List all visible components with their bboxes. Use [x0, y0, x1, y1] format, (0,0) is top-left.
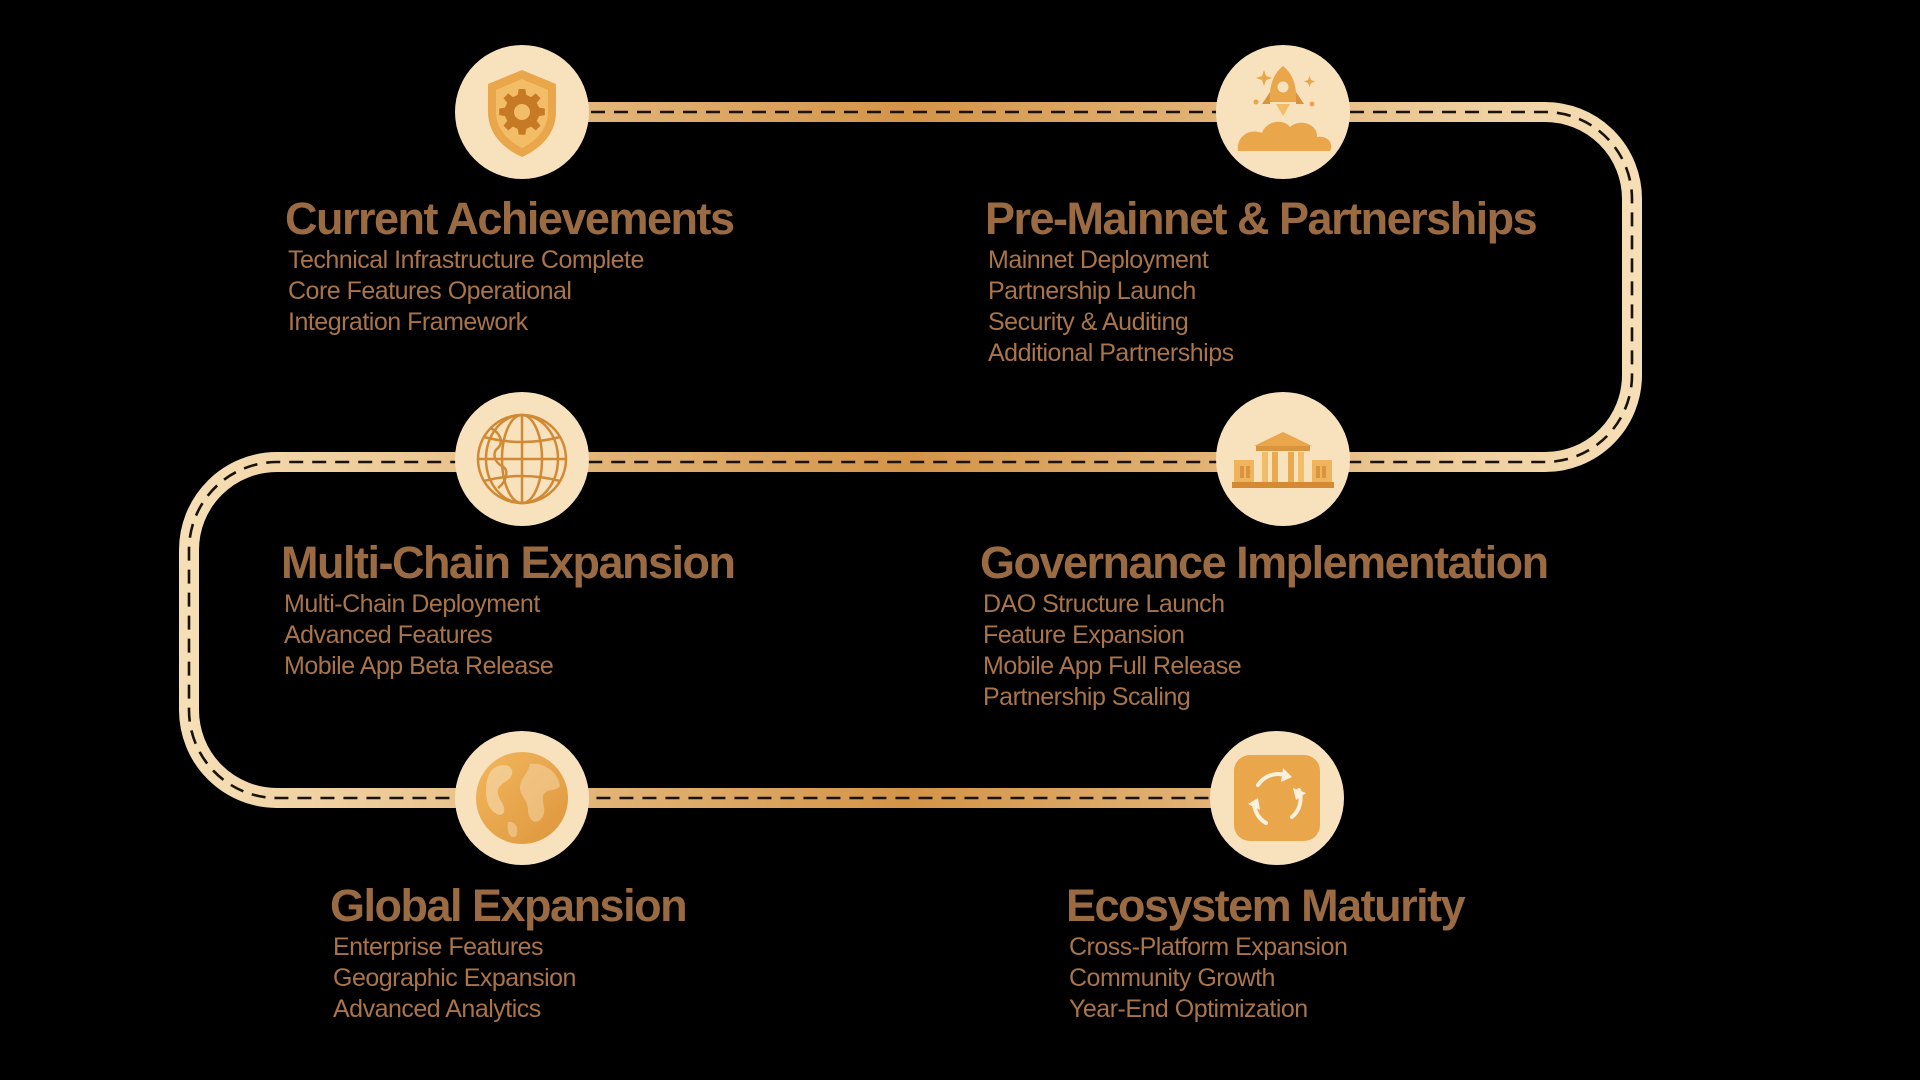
milestone-item: Additional Partnerships: [988, 339, 1234, 367]
milestone-item: DAO Structure Launch: [983, 590, 1225, 618]
milestone-items: Mainnet Deployment Partnership Launch Se…: [985, 245, 1536, 369]
milestone-title: Global Expansion: [330, 880, 688, 931]
milestone-item: Technical Infrastructure Complete: [288, 246, 644, 274]
government-building-icon: [1232, 432, 1334, 488]
milestone-item: Geographic Expansion: [333, 964, 576, 992]
milestone-global: Global Expansion Enterprise Features Geo…: [330, 880, 688, 1025]
milestone-item: Multi-Chain Deployment: [284, 590, 540, 618]
milestone-item: Cross-Platform Expansion: [1069, 933, 1348, 961]
milestone-current-achievements: Current Achievements Technical Infrastru…: [285, 193, 735, 338]
milestone-node-pre-mainnet: [1216, 45, 1350, 179]
milestone-pre-mainnet: Pre-Mainnet & Partnerships Mainnet Deplo…: [985, 193, 1538, 369]
milestone-items: Technical Infrastructure Complete Core F…: [285, 245, 733, 338]
rocket-launch-icon: [1237, 66, 1332, 151]
milestone-title: Current Achievements: [285, 193, 735, 244]
milestone-item: Mobile App Full Release: [983, 652, 1242, 680]
milestone-item: Mainnet Deployment: [988, 246, 1209, 274]
milestone-item: Mobile App Beta Release: [284, 652, 554, 680]
milestone-ecosystem: Ecosystem Maturity Cross-Platform Expans…: [1066, 880, 1466, 1025]
milestone-node-current-achievements: [455, 45, 589, 179]
milestone-title: Pre-Mainnet & Partnerships: [985, 193, 1538, 244]
earth-globe-icon: [476, 752, 568, 844]
milestone-multi-chain: Multi-Chain Expansion Multi-Chain Deploy…: [281, 537, 736, 682]
shield-gear-icon: [488, 70, 556, 157]
milestone-item: Integration Framework: [288, 308, 528, 336]
milestone-title: Ecosystem Maturity: [1066, 880, 1466, 931]
milestone-node-governance: [1216, 392, 1350, 526]
milestone-items: Cross-Platform Expansion Community Growt…: [1066, 932, 1464, 1025]
roadmap-path-dashes: [187, 110, 1634, 800]
milestone-node-global: [455, 731, 589, 865]
milestone-title: Multi-Chain Expansion: [281, 537, 736, 588]
milestone-item: Year-End Optimization: [1069, 995, 1308, 1023]
milestone-items: DAO Structure Launch Feature Expansion M…: [980, 589, 1548, 713]
cycle-arrows-icon: [1234, 755, 1320, 841]
milestone-item: Partnership Scaling: [983, 683, 1191, 711]
milestone-item: Advanced Features: [284, 621, 493, 649]
milestone-items: Multi-Chain Deployment Advanced Features…: [281, 589, 735, 682]
milestone-node-multi-chain: [455, 392, 589, 526]
milestone-item: Core Features Operational: [288, 277, 572, 305]
milestone-item: Advanced Analytics: [333, 995, 541, 1023]
globe-wireframe-icon: [476, 413, 568, 505]
milestone-item: Enterprise Features: [333, 933, 544, 961]
milestone-item: Security & Auditing: [988, 308, 1189, 336]
milestone-title: Governance Implementation: [980, 537, 1549, 588]
milestone-node-ecosystem: [1210, 731, 1344, 865]
milestone-item: Community Growth: [1069, 964, 1275, 992]
milestone-governance: Governance Implementation DAO Structure …: [980, 537, 1549, 713]
milestone-items: Enterprise Features Geographic Expansion…: [330, 932, 686, 1025]
milestone-item: Partnership Launch: [988, 277, 1196, 305]
milestone-item: Feature Expansion: [983, 621, 1185, 649]
